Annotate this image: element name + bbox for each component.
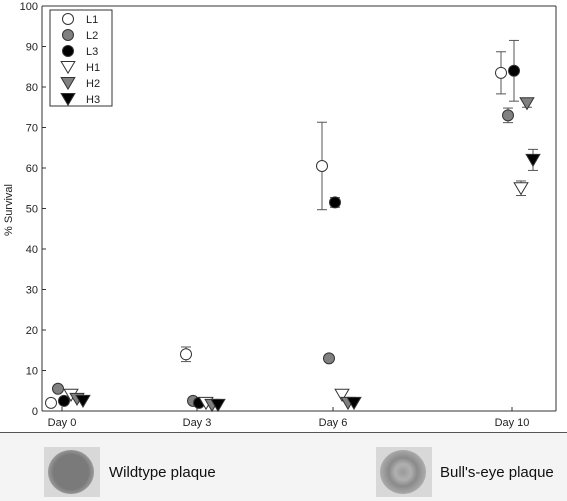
data-point-l3: [329, 196, 341, 209]
y-tick-label: 60: [26, 163, 38, 175]
y-tick-label: 10: [26, 366, 38, 378]
legend-label: L3: [86, 46, 98, 58]
series-h3: [75, 148, 541, 413]
data-point-h2: [519, 97, 535, 111]
y-tick-label: 70: [26, 123, 38, 135]
legend-box: [49, 9, 113, 107]
data-point-h1: [334, 388, 350, 402]
legend-label: L1: [86, 14, 98, 26]
data-point-l3: [58, 394, 70, 407]
bullseye-plaque-image: [376, 447, 432, 497]
data-point-l1: [316, 159, 328, 172]
legend-label: H3: [86, 94, 100, 106]
series-l3: [58, 39, 520, 409]
data-point-l3: [508, 64, 520, 77]
y-tick-label: 20: [26, 325, 38, 337]
x-tick-label: Day 6: [319, 417, 348, 429]
legend-item-l1: L1: [62, 13, 98, 26]
legend-marker: [62, 13, 74, 25]
legend-marker: [62, 45, 74, 57]
x-axis-ticks: Day 0 Day 3 Day 6 Day 10: [48, 407, 530, 429]
legend-marker: [60, 61, 76, 75]
plaque-panel: Wildtype plaque Bull's-eye plaque: [0, 432, 567, 501]
legend-item-l2: L2: [62, 29, 98, 42]
chart-axes: [41, 5, 557, 412]
data-point-l1: [45, 396, 57, 409]
bullseye-plaque-label: Bull's-eye plaque: [440, 464, 554, 481]
x-tick-label: Day 0: [48, 417, 77, 429]
legend-item-h3: H3: [60, 93, 100, 107]
data-marks: [45, 39, 541, 413]
y-tick-label: 0: [32, 406, 38, 418]
y-axis-label: % Survival: [3, 184, 15, 236]
y-tick-label: 30: [26, 285, 38, 297]
wildtype-plaque-label: Wildtype plaque: [109, 464, 216, 481]
x-tick-label: Day 10: [495, 417, 530, 429]
legend-label: H2: [86, 78, 100, 90]
y-tick-label: 80: [26, 82, 38, 94]
data-point-l2: [52, 382, 64, 395]
legend-label: L2: [86, 30, 98, 42]
data-point-l2: [323, 352, 335, 365]
legend-item-h1: H1: [60, 61, 100, 75]
legend-item-l3: L3: [62, 45, 98, 58]
bullseye-plaque-spot: [380, 450, 426, 494]
data-point-h3: [346, 396, 362, 411]
data-point-l1: [495, 66, 507, 79]
data-point-h3: [210, 398, 226, 413]
data-point-l1: [180, 348, 192, 361]
legend-label: H1: [86, 62, 100, 74]
data-point-h3: [75, 394, 91, 409]
wildtype-plaque-spot: [48, 450, 94, 494]
legend-marker: [60, 93, 76, 107]
y-tick-label: 40: [26, 244, 38, 256]
data-point-l2: [502, 109, 514, 122]
y-axis-ticks: 0 10 20 30 40 50 60 70 80 90 100: [20, 1, 46, 418]
data-point-h3: [525, 153, 541, 168]
wildtype-plaque-image: [44, 447, 100, 497]
legend-marker: [60, 77, 76, 91]
series-l1: [45, 51, 507, 409]
y-tick-label: 90: [26, 42, 38, 54]
x-tick-label: Day 3: [183, 417, 212, 429]
y-tick-label: 100: [20, 1, 38, 13]
legend: L1 L2 L3 H1 H2 H3: [49, 9, 113, 107]
legend-marker: [62, 29, 74, 41]
legend-item-h2: H2: [60, 77, 100, 91]
data-point-h1: [513, 182, 529, 196]
y-tick-label: 50: [26, 204, 38, 216]
